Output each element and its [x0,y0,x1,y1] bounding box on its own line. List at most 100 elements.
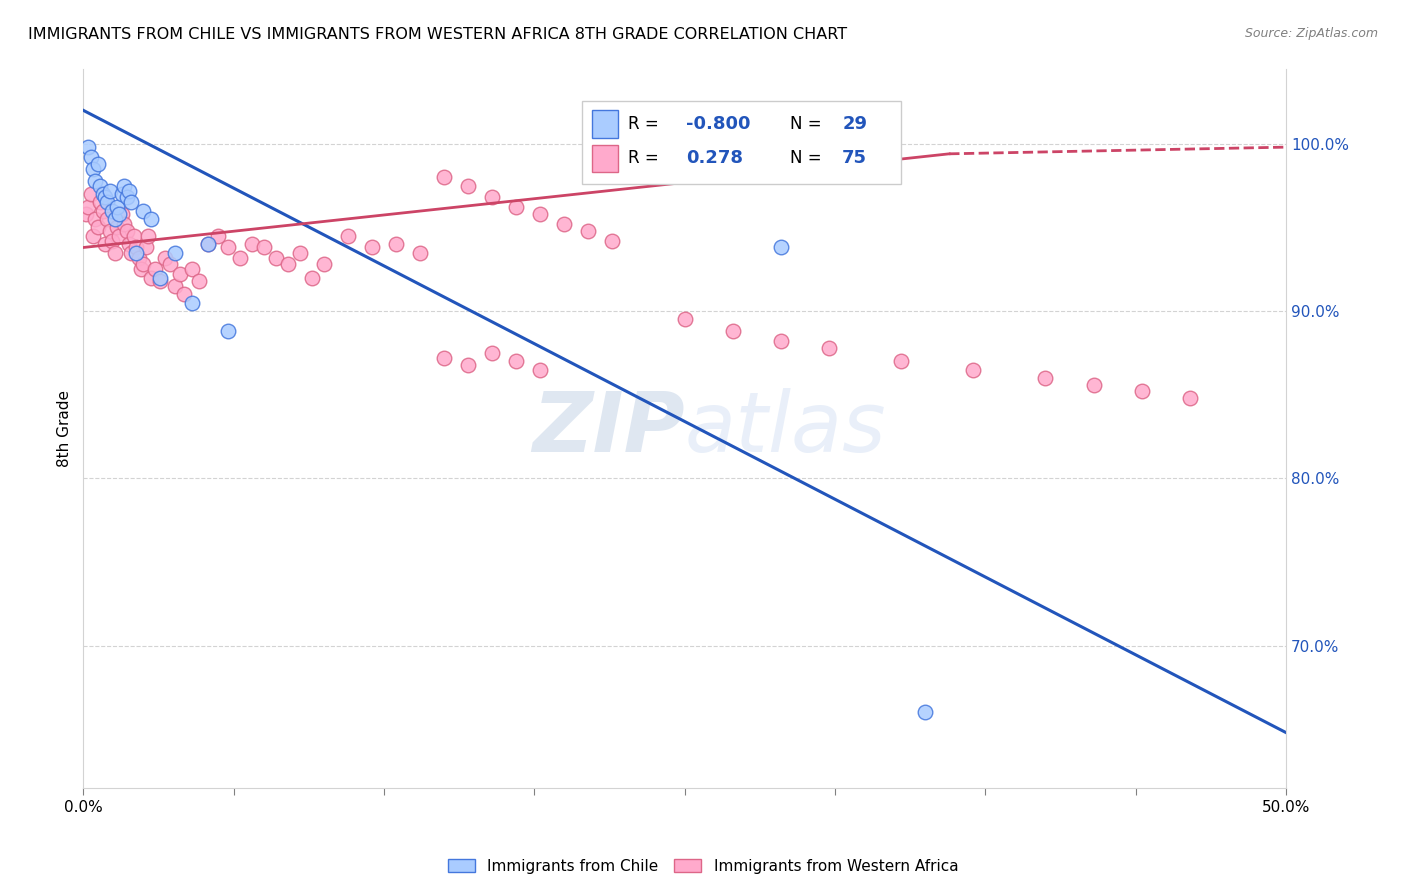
Point [125,240,148,254]
Point [132,203,155,218]
Text: N =: N = [790,115,823,133]
Point [217,324,239,338]
Point [118,237,141,252]
Point [169,267,191,281]
Text: 75: 75 [842,150,868,168]
Point [673,312,696,326]
Point [180,295,202,310]
Point [180,262,202,277]
Point [288,245,311,260]
Point [578,224,600,238]
Point [103,245,125,260]
Text: atlas: atlas [685,388,886,468]
Point [769,334,792,348]
Point [98,224,121,238]
Point [112,217,135,231]
Point [77,140,100,154]
Point [79,150,101,164]
Point [120,195,142,210]
Point [87,220,110,235]
Point [197,237,219,252]
Point [94,190,117,204]
Bar [592,111,619,137]
Point [98,184,121,198]
Point [602,234,624,248]
Point [139,270,162,285]
Point [529,362,551,376]
Text: ZIP: ZIP [531,388,685,468]
Point [1130,384,1153,399]
Point [433,170,456,185]
Point [163,245,186,260]
Point [553,217,575,231]
Point [818,341,841,355]
Point [145,262,167,277]
Point [87,157,110,171]
Point [105,220,128,235]
Text: N =: N = [790,150,823,168]
Point [77,200,100,214]
Text: Source: ZipAtlas.com: Source: ZipAtlas.com [1244,27,1378,40]
Point [336,228,359,243]
Point [139,212,162,227]
Point [1035,371,1057,385]
Point [481,190,503,204]
Point [108,228,131,243]
Point [89,178,111,193]
Point [89,195,111,210]
Point [115,224,138,238]
Point [962,362,984,376]
Point [385,237,408,252]
Point [153,251,176,265]
Point [457,358,479,372]
Point [173,287,195,301]
Point [135,240,157,254]
Point [129,262,152,277]
Point [101,203,124,218]
Point [108,207,131,221]
Point [120,245,142,260]
Point [159,257,181,271]
Point [264,251,287,265]
Point [433,351,456,365]
Point [481,346,503,360]
Point [82,161,104,176]
Point [721,324,744,338]
Point [505,354,527,368]
Point [217,240,239,254]
Point [122,228,145,243]
Point [91,186,114,201]
Point [457,178,479,193]
Point [125,245,148,260]
Point [128,251,150,265]
Point [96,212,118,227]
Legend: Immigrants from Chile, Immigrants from Western Africa: Immigrants from Chile, Immigrants from W… [441,853,965,880]
Text: 29: 29 [842,115,868,133]
Point [105,200,128,214]
Point [79,186,101,201]
Point [84,173,107,187]
Point [914,706,936,720]
Point [112,178,135,193]
Point [529,207,551,221]
Point [197,237,219,252]
Point [505,200,527,214]
Point [84,212,107,227]
Point [91,203,114,218]
Point [890,354,912,368]
Point [101,234,124,248]
Point [136,228,159,243]
Point [361,240,384,254]
Bar [592,145,619,172]
Point [207,228,229,243]
Point [149,274,172,288]
Point [769,240,792,254]
Point [187,274,209,288]
Text: R =: R = [628,150,659,168]
Point [163,279,186,293]
Point [111,207,134,221]
Point [82,228,104,243]
Point [96,195,118,210]
Text: -0.800: -0.800 [686,115,751,133]
Point [75,207,97,221]
